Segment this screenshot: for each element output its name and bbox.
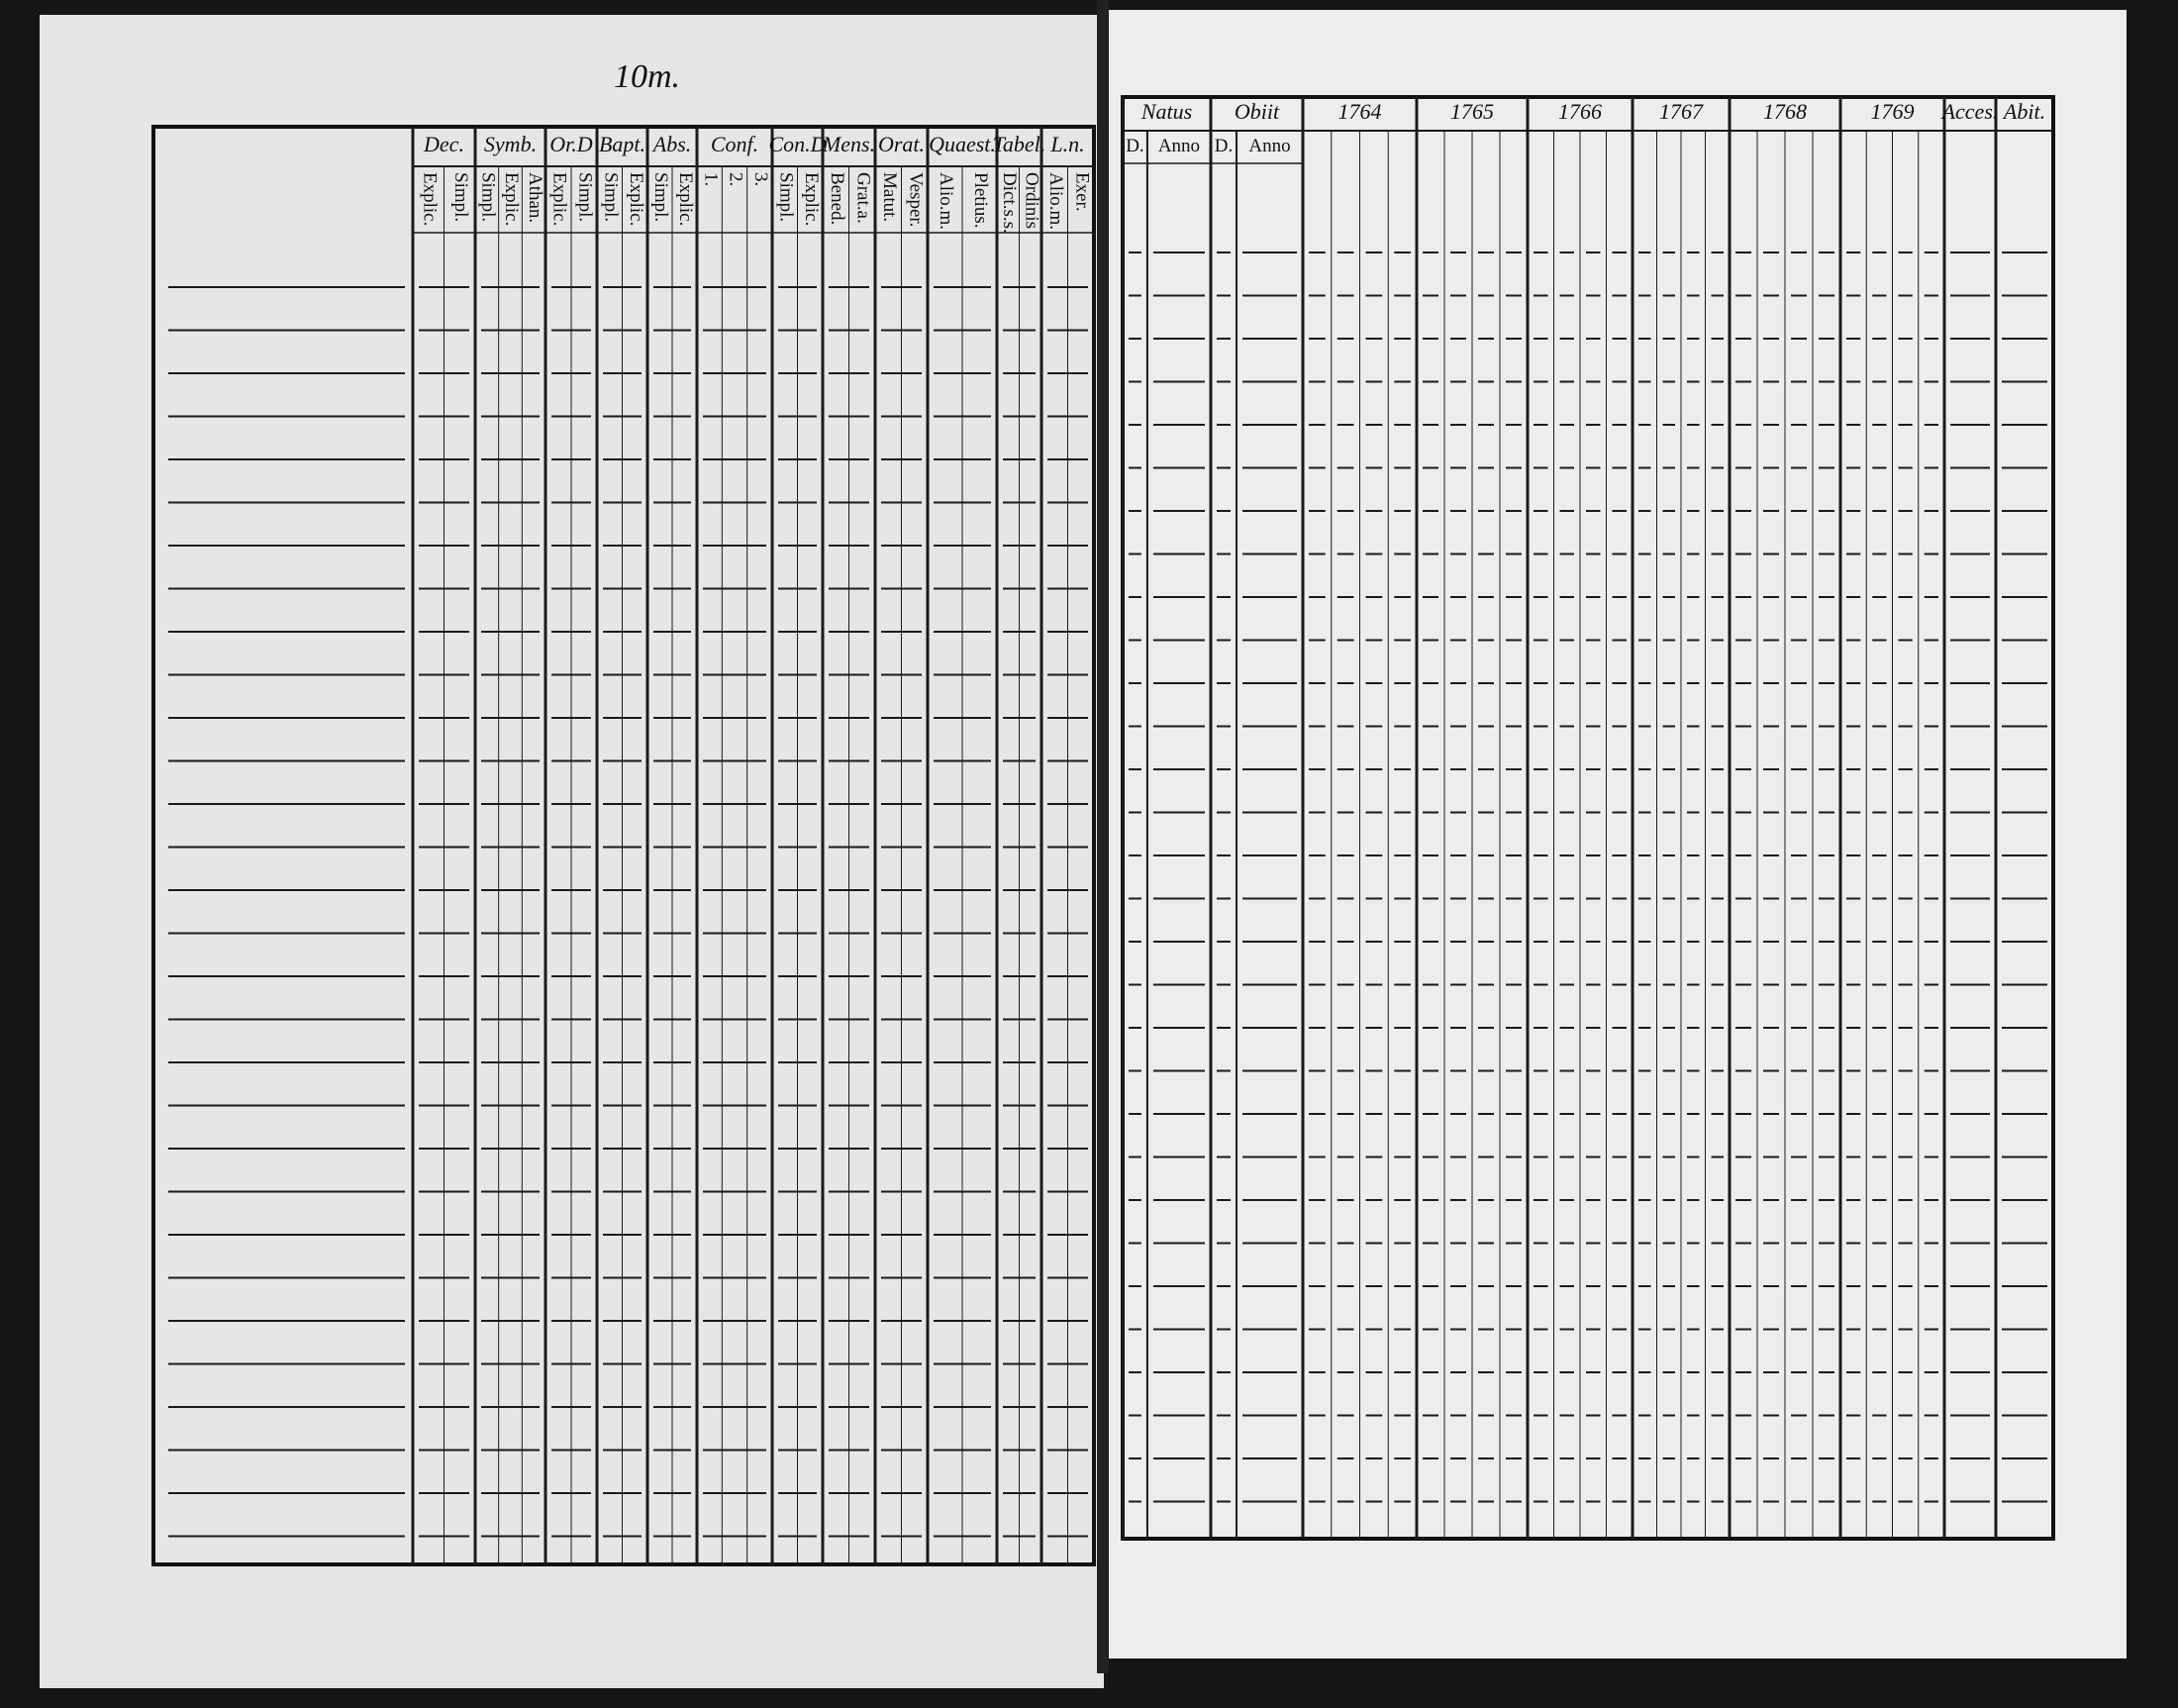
column-header: Obiit <box>1235 99 1280 124</box>
column-header: Quaest. <box>929 132 996 156</box>
column-subheader: Simpl. <box>450 172 471 222</box>
column-subheader: Simpl. <box>775 172 796 222</box>
column-header: 1764 <box>1338 99 1382 124</box>
column-header: Symb. <box>484 132 537 156</box>
column-header: 1768 <box>1763 99 1807 124</box>
column-subheader: Explic. <box>419 172 440 226</box>
column-subheader: Pletius. <box>970 172 991 228</box>
column-subheader: Explic. <box>801 172 822 226</box>
column-subheader: Dict.s.s. <box>999 172 1020 234</box>
column-subheader: Explic. <box>549 172 570 226</box>
column-subheader: Explic. <box>675 172 696 226</box>
column-header: 1765 <box>1450 99 1494 124</box>
column-subheader: Explic. <box>501 172 522 226</box>
column-subheader: Simpl. <box>600 172 621 222</box>
column-header: Abs. <box>651 132 692 156</box>
column-header: Orat. <box>878 132 925 156</box>
column-header: Dec. <box>423 132 464 156</box>
right-page <box>1107 10 2127 1658</box>
column-header: 1766 <box>1558 99 1602 124</box>
column-subheader: 2. <box>726 172 746 186</box>
column-header: 1767 <box>1659 99 1704 124</box>
column-subheader: Simpl. <box>650 172 671 222</box>
column-header: Abit. <box>2002 99 2045 124</box>
column-subheader: Vesper. <box>905 172 926 227</box>
column-subheader: 1. <box>700 172 721 186</box>
column-header: Acces. <box>1940 99 1999 124</box>
column-subheader: D. <box>1126 136 1143 156</box>
column-header: L.n. <box>1049 132 1084 156</box>
column-subheader: Explic. <box>626 172 646 226</box>
gutter <box>1097 0 1109 1673</box>
column-subheader: Anno <box>1248 136 1290 156</box>
column-header: Or.D <box>549 132 593 156</box>
column-subheader: Alio.m. <box>1045 172 1066 230</box>
column-subheader: Athan. <box>525 172 545 223</box>
handwritten-note: 10m. <box>614 58 680 95</box>
column-subheader: Alio.m. <box>936 172 956 230</box>
column-header: Conf. <box>711 132 758 156</box>
column-header: Mens. <box>822 132 875 156</box>
column-header: Con.D <box>768 132 826 156</box>
column-subheader: Anno <box>1158 136 1200 156</box>
column-subheader: Ordinis <box>1021 172 1041 229</box>
column-header: 1769 <box>1871 99 1915 124</box>
column-subheader: Grat.a. <box>852 172 873 224</box>
column-subheader: D. <box>1215 136 1233 156</box>
column-subheader: Simpl. <box>477 172 498 222</box>
table-frame <box>151 125 1096 1566</box>
column-header: Bapt. <box>599 132 645 156</box>
column-subheader: Simpl. <box>575 172 596 222</box>
column-subheader: Exer. <box>1071 172 1092 212</box>
column-subheader: Matut. <box>879 172 900 222</box>
column-subheader: 3. <box>750 172 771 186</box>
column-subheader: Bened. <box>827 172 847 225</box>
column-header: Natus <box>1140 99 1192 124</box>
column-header: Tabel. <box>993 132 1046 156</box>
